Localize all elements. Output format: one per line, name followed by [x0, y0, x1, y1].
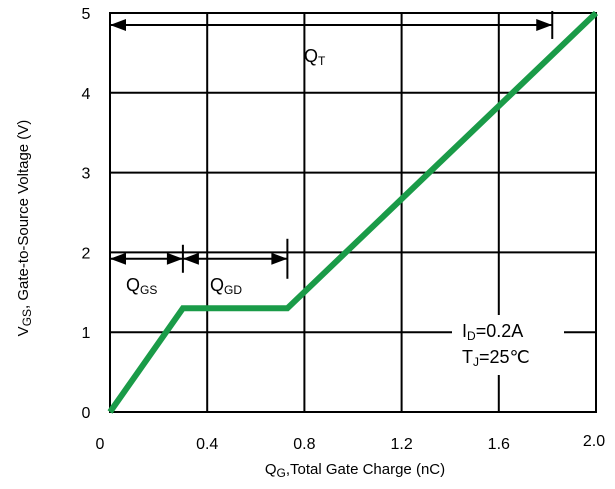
x-tick-label-0: 0 [96, 436, 105, 453]
x-axis-label-main: Q [265, 461, 277, 478]
qt-annotation: QT [110, 10, 554, 68]
y-tick-label-3: 3 [82, 166, 91, 183]
x-axis-label-rest: ,Total Gate Charge (nC) [286, 461, 445, 478]
y-tick-label-5: 5 [82, 6, 91, 23]
qgs-arrow-head-left [110, 252, 126, 265]
x-tick-label-3: 1.2 [390, 436, 412, 453]
y-tick-label-0: 0 [82, 405, 91, 422]
y-axis-label-rest: , Gate-to-Source Voltage (V) [15, 120, 32, 309]
condition-tj-sub: J [473, 355, 479, 369]
y-axis-label-main: V [15, 326, 32, 336]
qgs-label: QGS [126, 275, 157, 297]
qgs-label-sub: GS [140, 283, 157, 297]
qt-label-sub: T [318, 54, 326, 68]
qgd-annotation: QGD [182, 238, 289, 297]
y-axis-label-sub: GS [20, 309, 34, 326]
x-tick-labels: 0 0.4 0.8 1.2 1.6 2.0 [96, 433, 606, 453]
condition-id: ID=0.2A [462, 321, 523, 343]
condition-tj-rest: =25℃ [479, 347, 530, 367]
condition-tj-main: T [462, 347, 473, 367]
x-axis-label: QG,Total Gate Charge (nC) [265, 461, 445, 480]
x-tick-label-4: 1.6 [488, 436, 510, 453]
y-tick-labels: 0 1 2 3 4 5 [82, 6, 91, 422]
x-tick-label-2: 0.8 [293, 436, 315, 453]
y-tick-label-1: 1 [82, 325, 91, 342]
plot-frame [109, 12, 597, 413]
x-tick-label-1: 0.4 [196, 436, 218, 453]
grid-lines [110, 13, 596, 412]
condition-id-rest: =0.2A [476, 321, 524, 341]
qgd-arrow-head-left [182, 252, 199, 265]
conditions-box [452, 315, 564, 375]
x-axis-label-sub: G [277, 466, 286, 480]
condition-id-main: I [462, 321, 467, 341]
series-line-vgs [107, 10, 599, 414]
qgd-label-sub: GD [224, 283, 242, 297]
qgd-label-main: Q [210, 275, 224, 295]
qt-arrow-head-left [110, 18, 126, 31]
condition-tj: TJ=25℃ [462, 347, 530, 369]
y-tick-label-2: 2 [82, 245, 91, 262]
x-tick-label-5: 2.0 [583, 433, 605, 450]
qt-label-main: Q [304, 46, 318, 66]
qt-arrow-head-right [536, 18, 553, 31]
qgs-annotation: QGS [110, 244, 184, 297]
condition-id-sub: D [467, 329, 476, 343]
y-tick-label-4: 4 [82, 86, 91, 103]
qgs-arrow-head-right [166, 252, 183, 265]
qgd-label: QGD [210, 275, 242, 297]
qt-label: QT [304, 46, 326, 68]
y-axis-label: VGS, Gate-to-Source Voltage (V) [15, 120, 34, 337]
qgd-arrow-head-right [271, 252, 288, 265]
qgs-label-main: Q [126, 275, 140, 295]
